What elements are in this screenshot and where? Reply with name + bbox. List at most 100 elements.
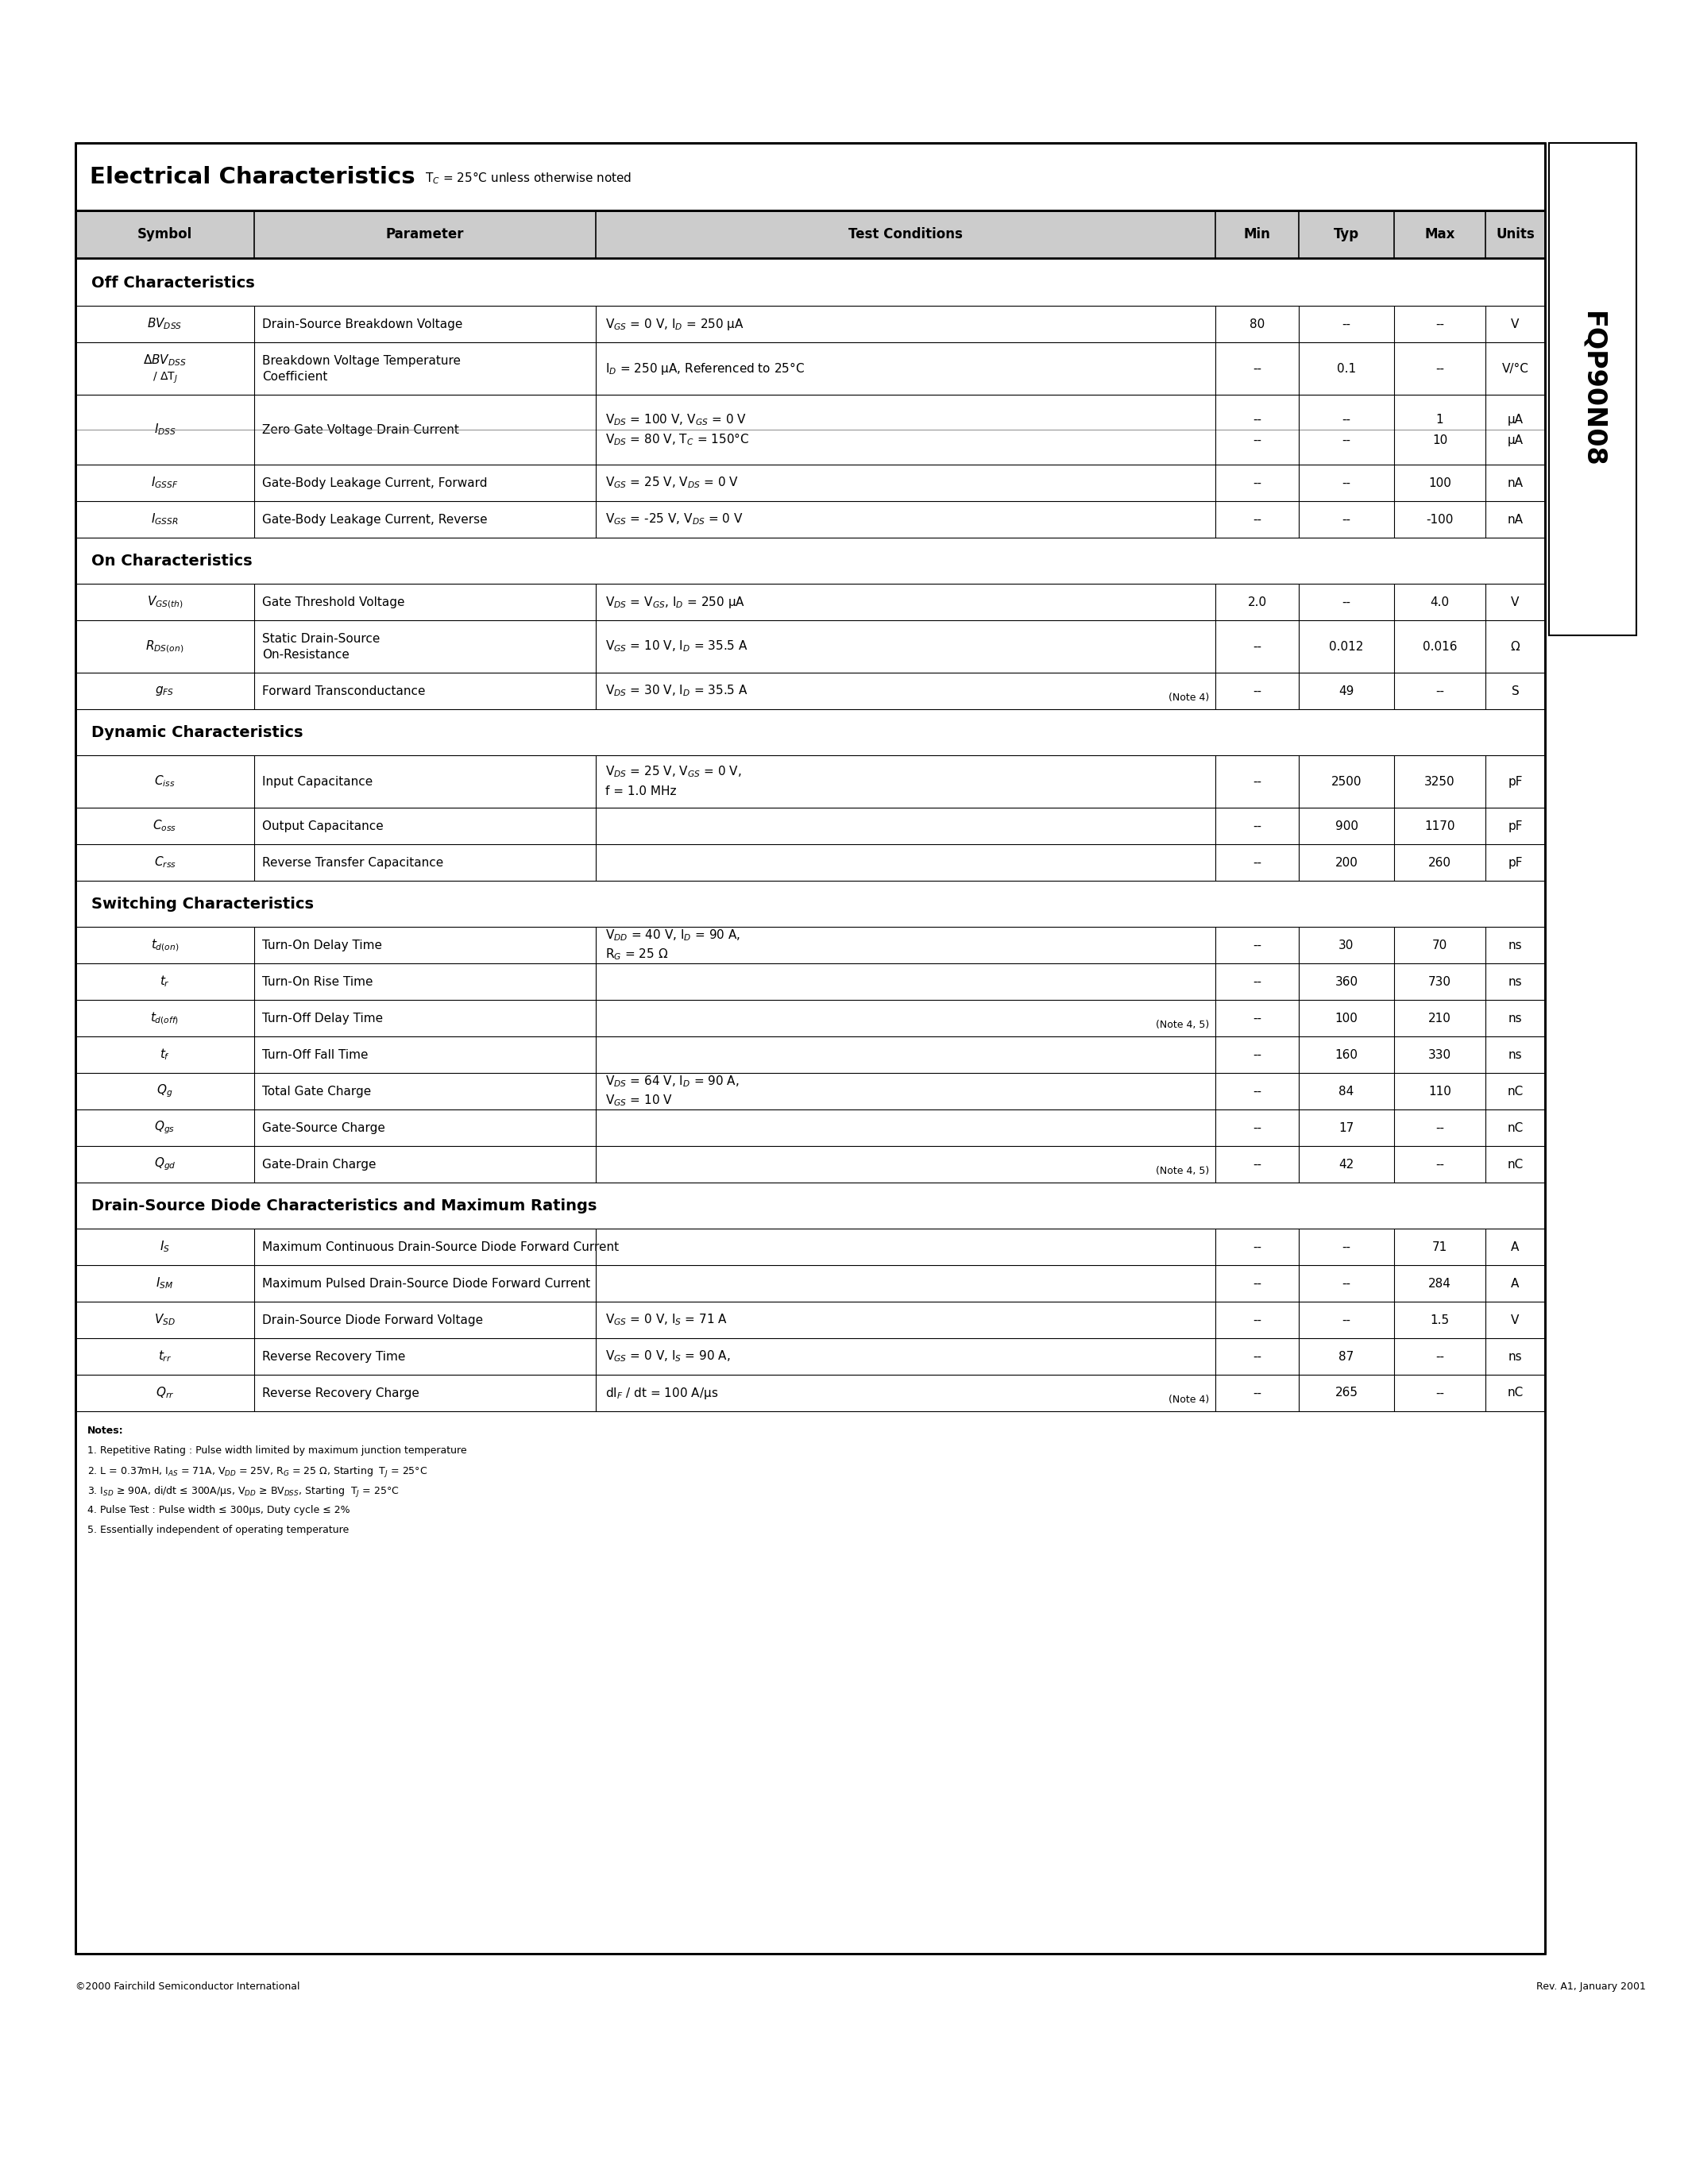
Text: --: -- bbox=[1342, 1315, 1350, 1326]
Text: 100: 100 bbox=[1335, 1011, 1357, 1024]
Text: Output Capacitance: Output Capacitance bbox=[262, 819, 383, 832]
Text: ns: ns bbox=[1509, 1048, 1523, 1061]
Text: 284: 284 bbox=[1428, 1278, 1452, 1289]
Text: Test Conditions: Test Conditions bbox=[849, 227, 962, 242]
Text: 87: 87 bbox=[1339, 1350, 1354, 1363]
Text: A: A bbox=[1511, 1278, 1519, 1289]
Text: $V_{SD}$: $V_{SD}$ bbox=[154, 1313, 176, 1328]
Text: 3250: 3250 bbox=[1425, 775, 1455, 788]
Text: $C_{rss}$: $C_{rss}$ bbox=[154, 856, 176, 869]
Text: $C_{iss}$: $C_{iss}$ bbox=[154, 773, 176, 788]
Text: $I_{SM}$: $I_{SM}$ bbox=[155, 1275, 174, 1291]
Text: 2.0: 2.0 bbox=[1247, 596, 1266, 607]
Text: $t_{f}$: $t_{f}$ bbox=[160, 1048, 170, 1061]
Text: nA: nA bbox=[1507, 476, 1523, 489]
Text: / ΔT$_J$: / ΔT$_J$ bbox=[152, 371, 177, 384]
Text: 49: 49 bbox=[1339, 686, 1354, 697]
Text: V: V bbox=[1511, 596, 1519, 607]
Text: Input Capacitance: Input Capacitance bbox=[262, 775, 373, 788]
Text: V$_{DS}$ = 80 V, T$_C$ = 150°C: V$_{DS}$ = 80 V, T$_C$ = 150°C bbox=[606, 432, 749, 448]
Text: Switching Characteristics: Switching Characteristics bbox=[91, 895, 314, 911]
Text: --: -- bbox=[1435, 363, 1445, 373]
Text: μA: μA bbox=[1507, 413, 1523, 426]
Text: FQP90N08: FQP90N08 bbox=[1580, 310, 1605, 467]
Bar bbox=[76, 210, 1545, 258]
Text: 2500: 2500 bbox=[1332, 775, 1362, 788]
Text: --: -- bbox=[1435, 319, 1445, 330]
Text: 84: 84 bbox=[1339, 1085, 1354, 1096]
Text: --: -- bbox=[1342, 1278, 1350, 1289]
Text: Coefficient: Coefficient bbox=[262, 371, 327, 382]
Text: --: -- bbox=[1342, 476, 1350, 489]
Text: dI$_F$ / dt = 100 A/μs: dI$_F$ / dt = 100 A/μs bbox=[606, 1385, 719, 1400]
Text: --: -- bbox=[1252, 1278, 1261, 1289]
Text: S: S bbox=[1511, 686, 1519, 697]
Text: --: -- bbox=[1252, 1048, 1261, 1061]
Text: 730: 730 bbox=[1428, 976, 1452, 987]
Text: Static Drain-Source: Static Drain-Source bbox=[262, 633, 380, 644]
Text: --: -- bbox=[1252, 476, 1261, 489]
Text: $I_{S}$: $I_{S}$ bbox=[160, 1241, 170, 1254]
Text: --: -- bbox=[1252, 1350, 1261, 1363]
Text: Ω: Ω bbox=[1511, 640, 1519, 653]
Text: --: -- bbox=[1252, 819, 1261, 832]
Text: $t_{r}$: $t_{r}$ bbox=[160, 974, 170, 989]
Text: ns: ns bbox=[1509, 1350, 1523, 1363]
Text: --: -- bbox=[1342, 413, 1350, 426]
Text: V$_{GS}$ = 0 V, I$_S$ = 71 A: V$_{GS}$ = 0 V, I$_S$ = 71 A bbox=[606, 1313, 728, 1328]
Text: --: -- bbox=[1252, 1158, 1261, 1171]
Text: --: -- bbox=[1342, 513, 1350, 526]
Text: (Note 4): (Note 4) bbox=[1168, 692, 1209, 703]
Text: $I_{GSSF}$: $I_{GSSF}$ bbox=[152, 476, 179, 489]
Text: $Q_{rr}$: $Q_{rr}$ bbox=[155, 1385, 174, 1400]
Text: --: -- bbox=[1252, 1241, 1261, 1254]
Text: 2. L = 0.37mH, I$_{AS}$ = 71A, V$_{DD}$ = 25V, R$_G$ = 25 Ω, Starting  T$_J$ = 2: 2. L = 0.37mH, I$_{AS}$ = 71A, V$_{DD}$ … bbox=[88, 1465, 427, 1479]
Text: Forward Transconductance: Forward Transconductance bbox=[262, 686, 425, 697]
Text: --: -- bbox=[1435, 686, 1445, 697]
Text: nC: nC bbox=[1507, 1158, 1523, 1171]
Text: $V_{GS(th)}$: $V_{GS(th)}$ bbox=[147, 594, 182, 609]
Text: Turn-On Rise Time: Turn-On Rise Time bbox=[262, 976, 373, 987]
Text: nC: nC bbox=[1507, 1085, 1523, 1096]
Text: $Q_{gd}$: $Q_{gd}$ bbox=[154, 1155, 176, 1173]
Text: 10: 10 bbox=[1431, 435, 1447, 446]
Text: 5. Essentially independent of operating temperature: 5. Essentially independent of operating … bbox=[88, 1524, 349, 1535]
Text: --: -- bbox=[1342, 319, 1350, 330]
Text: V$_{DD}$ = 40 V, I$_D$ = 90 A,: V$_{DD}$ = 40 V, I$_D$ = 90 A, bbox=[606, 928, 741, 943]
Text: 1. Repetitive Rating : Pulse width limited by maximum junction temperature: 1. Repetitive Rating : Pulse width limit… bbox=[88, 1446, 468, 1457]
Text: 900: 900 bbox=[1335, 819, 1357, 832]
Text: --: -- bbox=[1252, 435, 1261, 446]
Text: $I_{DSS}$: $I_{DSS}$ bbox=[154, 422, 176, 437]
Text: Drain-Source Diode Characteristics and Maximum Ratings: Drain-Source Diode Characteristics and M… bbox=[91, 1199, 598, 1212]
Text: V$_{GS}$ = 0 V, I$_S$ = 90 A,: V$_{GS}$ = 0 V, I$_S$ = 90 A, bbox=[606, 1350, 731, 1363]
Text: $g_{FS}$: $g_{FS}$ bbox=[155, 684, 174, 697]
Text: (Note 4, 5): (Note 4, 5) bbox=[1156, 1020, 1209, 1031]
Text: 1: 1 bbox=[1436, 413, 1443, 426]
Text: $BV_{DSS}$: $BV_{DSS}$ bbox=[147, 317, 182, 332]
Text: 210: 210 bbox=[1428, 1011, 1452, 1024]
Text: $Q_{gs}$: $Q_{gs}$ bbox=[155, 1120, 176, 1136]
Text: --: -- bbox=[1252, 513, 1261, 526]
Text: 0.1: 0.1 bbox=[1337, 363, 1355, 373]
Text: Breakdown Voltage Temperature: Breakdown Voltage Temperature bbox=[262, 354, 461, 367]
Text: --: -- bbox=[1252, 939, 1261, 950]
Text: pF: pF bbox=[1507, 775, 1523, 788]
Text: Reverse Transfer Capacitance: Reverse Transfer Capacitance bbox=[262, 856, 444, 869]
Text: 4. Pulse Test : Pulse width ≤ 300μs, Duty cycle ≤ 2%: 4. Pulse Test : Pulse width ≤ 300μs, Dut… bbox=[88, 1505, 349, 1516]
Text: 30: 30 bbox=[1339, 939, 1354, 950]
Text: 110: 110 bbox=[1428, 1085, 1452, 1096]
Text: T$_C$ = 25°C unless otherwise noted: T$_C$ = 25°C unless otherwise noted bbox=[425, 170, 631, 186]
Text: Gate Threshold Voltage: Gate Threshold Voltage bbox=[262, 596, 405, 607]
Text: μA: μA bbox=[1507, 435, 1523, 446]
Text: nA: nA bbox=[1507, 513, 1523, 526]
Text: $ΔBV_{DSS}$: $ΔBV_{DSS}$ bbox=[143, 354, 187, 367]
Text: R$_G$ = 25 Ω: R$_G$ = 25 Ω bbox=[606, 948, 668, 961]
Text: ns: ns bbox=[1509, 976, 1523, 987]
Bar bbox=[1550, 142, 1636, 636]
Text: 100: 100 bbox=[1428, 476, 1452, 489]
Text: $Q_{g}$: $Q_{g}$ bbox=[157, 1083, 172, 1099]
Text: 0.016: 0.016 bbox=[1423, 640, 1457, 653]
Text: Turn-Off Delay Time: Turn-Off Delay Time bbox=[262, 1011, 383, 1024]
Text: On-Resistance: On-Resistance bbox=[262, 649, 349, 660]
Text: --: -- bbox=[1252, 1011, 1261, 1024]
